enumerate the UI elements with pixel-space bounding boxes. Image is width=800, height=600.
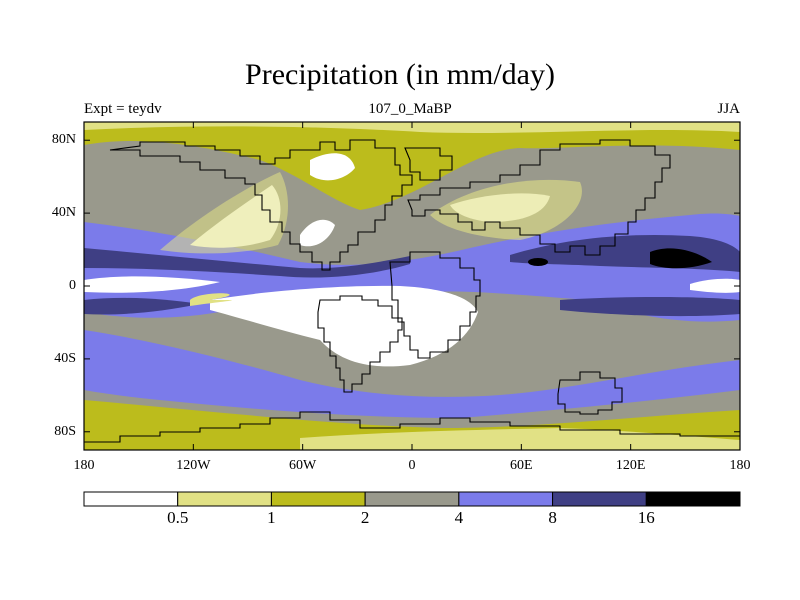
y-tick-label: 40S bbox=[54, 350, 76, 366]
precip-band-south-dark bbox=[84, 297, 200, 315]
dry-zone-south-atlantic bbox=[210, 285, 478, 367]
colorbar bbox=[83, 491, 741, 507]
x-tick-label: 60W bbox=[289, 458, 317, 473]
precip-max-black bbox=[650, 248, 712, 269]
x-tick-label: 0 bbox=[408, 458, 416, 473]
x-tick-label: 60E bbox=[510, 458, 533, 473]
colorbar-swatch bbox=[645, 491, 741, 507]
precip-band-south-blue bbox=[84, 330, 740, 418]
coast-australia bbox=[557, 371, 623, 415]
dry-strip-equator-east bbox=[690, 278, 740, 293]
season-label: JJA bbox=[717, 101, 740, 117]
experiment-label: Expt = teydv bbox=[84, 101, 162, 117]
period-label: 107_0_MaBP bbox=[368, 101, 452, 117]
colorbar-swatch bbox=[458, 491, 554, 507]
coast-north-america bbox=[109, 139, 413, 271]
colorbar-swatch bbox=[177, 491, 272, 507]
x-tick-label: 180 bbox=[73, 458, 95, 473]
y-tick-label: 80S bbox=[54, 423, 76, 439]
dry-zone-south-lightyellow bbox=[190, 293, 232, 306]
coast-antarctica bbox=[84, 411, 740, 443]
x-ticks bbox=[83, 122, 741, 450]
colorbar-swatch bbox=[83, 491, 179, 507]
colorbar-level-label: 1 bbox=[267, 508, 276, 527]
map-title: Precipitation (in mm/day) bbox=[245, 58, 555, 91]
colorbar-swatch bbox=[552, 491, 647, 507]
colorbar-swatch bbox=[364, 491, 460, 507]
x-tick-label: 180 bbox=[729, 458, 751, 473]
y-ticks bbox=[84, 139, 740, 433]
coast-south-america bbox=[317, 295, 403, 393]
precip-max-black-small bbox=[528, 258, 548, 266]
colorbar-level-label: 2 bbox=[360, 508, 370, 527]
coast-eurasia bbox=[407, 139, 671, 256]
colorbar-level-label: 0.5 bbox=[167, 508, 189, 527]
dry-zone-north-atlantic bbox=[300, 219, 335, 247]
dry-zone-eurasia-yellow bbox=[430, 179, 582, 240]
x-tick-label: 120W bbox=[176, 458, 211, 473]
dry-zone-arctic-north bbox=[310, 153, 355, 181]
colorbar-level-label: 16 bbox=[637, 508, 655, 527]
y-tick-label: 40N bbox=[51, 205, 76, 221]
y-tick-label: 80N bbox=[51, 132, 76, 148]
y-tick-label: 0 bbox=[69, 278, 76, 293]
colorbar-swatch bbox=[270, 491, 366, 507]
precip-band-tropical-blue bbox=[84, 213, 740, 322]
coastlines bbox=[84, 139, 740, 443]
precip-band-pacific-dark bbox=[560, 297, 740, 317]
colorbar-level-label: 4 bbox=[454, 508, 464, 527]
dry-zone-north-pacific-halo bbox=[160, 172, 288, 254]
dry-strip-equator bbox=[84, 276, 220, 293]
coast-greenland bbox=[404, 147, 453, 181]
colorbar-level-label: 8 bbox=[548, 508, 557, 527]
x-tick-label: 120E bbox=[615, 458, 646, 473]
coast-africa bbox=[389, 251, 481, 359]
